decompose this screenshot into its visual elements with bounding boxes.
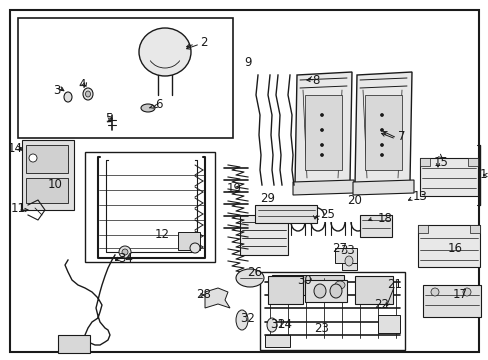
Bar [422,285,480,317]
Bar [305,95,341,170]
Ellipse shape [320,153,323,157]
Text: 13: 13 [412,189,427,202]
Text: 22: 22 [374,298,389,311]
Bar [18,18,232,138]
Bar [417,225,427,233]
Ellipse shape [85,91,90,97]
Ellipse shape [334,281,345,289]
Polygon shape [204,288,229,308]
Text: 7: 7 [397,130,405,144]
Ellipse shape [380,144,383,147]
Polygon shape [294,72,351,185]
Ellipse shape [122,249,128,255]
Text: 19: 19 [226,181,241,194]
Bar [334,248,356,263]
Text: 18: 18 [377,211,392,225]
Ellipse shape [29,154,37,162]
Bar [22,140,74,210]
Text: 1: 1 [479,168,486,181]
Ellipse shape [320,144,323,147]
Bar [271,275,343,295]
Ellipse shape [119,246,131,258]
Text: 4: 4 [78,78,85,91]
Ellipse shape [380,129,383,131]
Text: 23: 23 [314,321,329,334]
Polygon shape [354,72,411,185]
Ellipse shape [345,256,352,266]
Text: 3: 3 [53,84,61,96]
Text: 17: 17 [451,288,467,302]
Bar [85,152,215,262]
Text: 11: 11 [10,202,25,215]
Ellipse shape [320,129,323,131]
Bar [254,205,316,223]
Text: 34: 34 [118,252,133,265]
Text: 9: 9 [244,55,251,68]
Bar [354,276,392,304]
Ellipse shape [64,92,72,102]
Polygon shape [292,180,353,195]
Ellipse shape [380,113,383,117]
Text: 15: 15 [433,157,447,170]
Ellipse shape [236,269,264,287]
Bar [264,335,289,347]
Ellipse shape [190,243,200,253]
Ellipse shape [462,288,470,296]
Text: 30: 30 [297,274,312,287]
Text: 27: 27 [332,242,347,255]
Polygon shape [352,180,413,195]
Text: 29: 29 [260,192,275,204]
Bar [419,158,429,166]
Text: 6: 6 [155,99,162,112]
Ellipse shape [320,113,323,117]
Text: 25: 25 [319,208,334,221]
Ellipse shape [329,284,341,298]
Text: 26: 26 [247,266,262,279]
Text: 32: 32 [240,311,255,324]
Text: 28: 28 [196,288,210,302]
Bar [359,215,391,237]
Bar [377,315,399,333]
Bar [305,280,346,302]
Text: 5: 5 [105,112,112,125]
Text: 10: 10 [48,179,63,192]
Bar [341,252,356,270]
Text: 14: 14 [7,141,22,154]
Ellipse shape [313,284,325,298]
Bar [419,158,477,196]
Bar [467,158,477,166]
Ellipse shape [83,88,93,100]
Text: 12: 12 [154,228,169,240]
Text: 33: 33 [340,243,355,256]
Text: 21: 21 [386,279,402,292]
Bar [417,225,479,267]
Bar [240,215,287,255]
Text: 24: 24 [277,319,292,332]
Bar [26,145,68,173]
Text: 16: 16 [447,242,462,255]
Text: 20: 20 [347,194,362,207]
Bar [267,276,303,304]
Ellipse shape [380,153,383,157]
Bar [364,95,401,170]
Ellipse shape [141,104,155,112]
Text: 31: 31 [270,319,285,332]
Ellipse shape [139,28,191,76]
Ellipse shape [236,310,247,330]
Ellipse shape [266,318,276,332]
Bar [469,225,479,233]
Bar [26,178,68,203]
Bar [260,272,404,350]
Ellipse shape [430,288,438,296]
Text: 8: 8 [312,73,319,86]
Bar [178,232,200,250]
Text: 2: 2 [200,36,207,49]
Bar [58,335,90,353]
